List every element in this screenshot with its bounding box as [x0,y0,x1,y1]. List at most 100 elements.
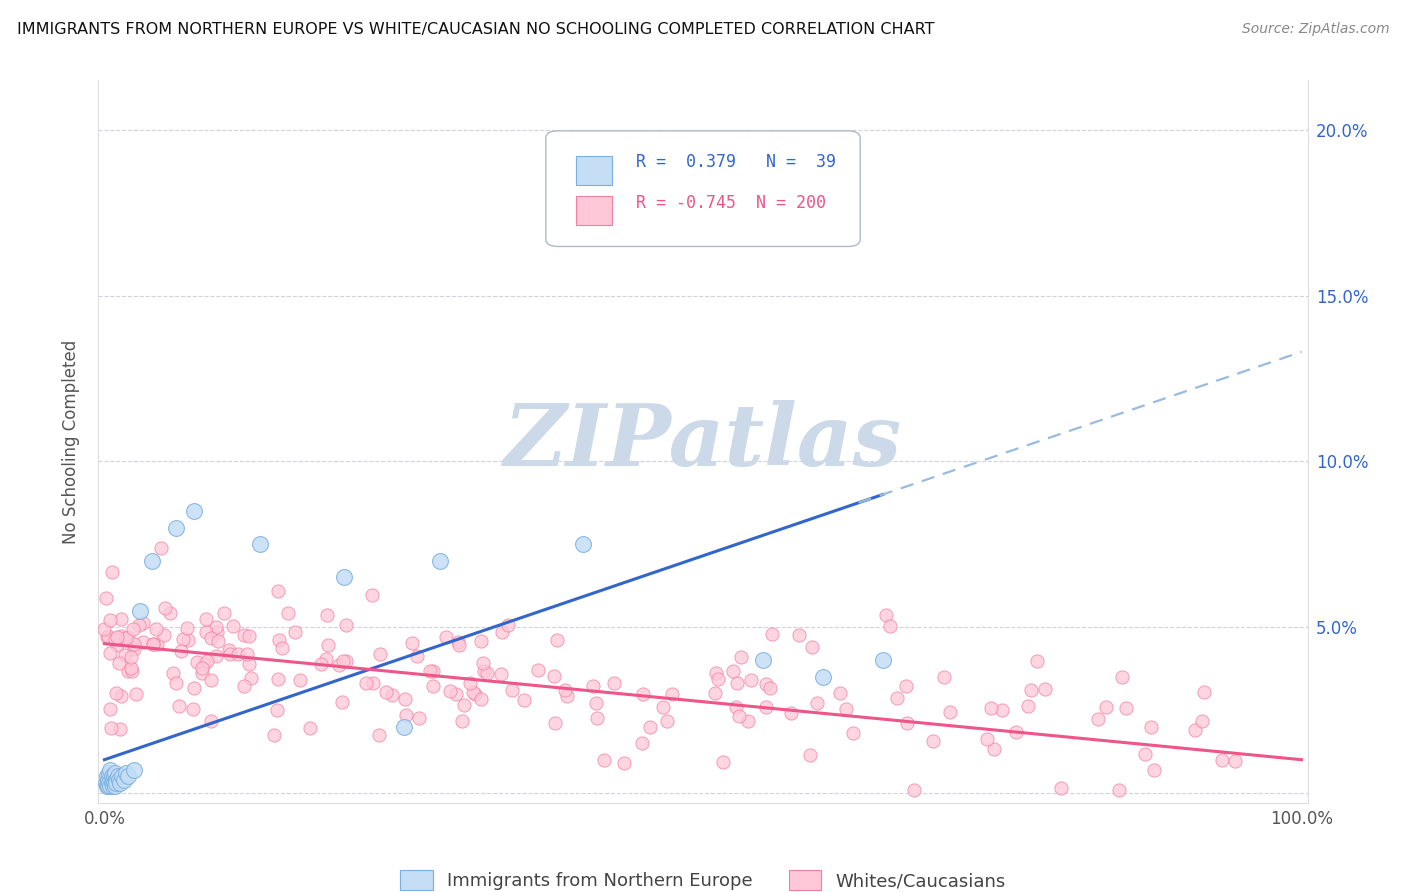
Point [165,521,187,535]
Point [105,772,128,787]
Point [114,648,136,662]
Point [932,670,955,684]
Point [1191,714,1213,728]
Point [458,676,481,690]
Text: ZIPatlas: ZIPatlas [503,400,903,483]
Point [98,776,121,790]
Point [104,779,127,793]
Point [128,618,150,632]
Point [335,618,357,632]
Point [470,692,492,706]
Point [1087,712,1109,726]
Point [222,618,245,632]
Point [117,769,139,783]
Y-axis label: No Schooling Completed: No Schooling Completed [62,340,80,543]
Point [240,671,263,685]
Point [97,779,120,793]
Point [172,632,194,646]
Point [447,634,470,648]
Point [903,782,925,797]
Point [593,753,616,767]
Point [318,639,340,653]
Point [707,673,730,687]
Point [146,637,169,651]
Point [132,634,155,648]
Point [1192,685,1215,699]
Point [1026,654,1049,668]
Point [270,640,292,655]
Point [298,721,321,735]
Point [405,649,427,664]
Point [183,504,205,518]
Point [1223,754,1246,768]
Point [730,649,752,664]
Point [983,742,1005,756]
Point [513,693,536,707]
Point [108,776,131,790]
Point [105,631,128,645]
Point [451,714,474,729]
Point [108,723,131,737]
Point [1050,780,1073,795]
Point [361,675,384,690]
Point [266,703,288,717]
Point [219,647,242,661]
Point [100,769,122,783]
Point [806,696,828,710]
Point [162,666,184,681]
Point [115,631,138,645]
Bar [576,196,613,225]
Point [105,639,128,653]
Point [100,565,122,579]
Point [152,628,174,642]
Point [124,763,146,777]
Point [107,769,129,783]
Point [205,620,228,634]
Point [896,716,918,731]
Point [1135,747,1157,762]
Point [165,676,187,690]
Point [238,629,260,643]
Point [159,607,181,621]
Point [422,679,444,693]
Point [232,679,254,693]
Point [207,634,229,648]
Point [112,772,135,787]
Point [205,625,228,640]
Point [120,650,142,665]
Point [142,636,165,650]
Point [267,672,290,686]
Point [107,772,129,787]
Point [394,707,416,722]
Point [651,700,673,714]
Point [103,769,125,783]
Point [117,664,139,678]
Point [104,766,127,780]
Point [830,686,852,700]
Point [472,657,495,671]
Point [527,664,550,678]
Point [787,627,810,641]
Point [120,661,142,675]
Point [711,756,734,770]
Point [263,728,285,742]
Point [98,766,121,780]
Point [142,637,165,651]
Point [195,612,218,626]
Point [141,554,163,568]
Point [183,681,205,695]
Point [655,714,678,728]
Point [181,702,204,716]
Point [922,733,945,747]
Point [464,687,486,701]
Point [429,554,451,568]
Point [375,685,398,699]
Point [401,636,423,650]
Point [100,721,122,735]
Point [110,690,132,704]
Point [332,654,354,668]
Point [472,665,495,679]
Point [1095,700,1118,714]
Point [463,685,485,699]
Point [554,683,576,698]
